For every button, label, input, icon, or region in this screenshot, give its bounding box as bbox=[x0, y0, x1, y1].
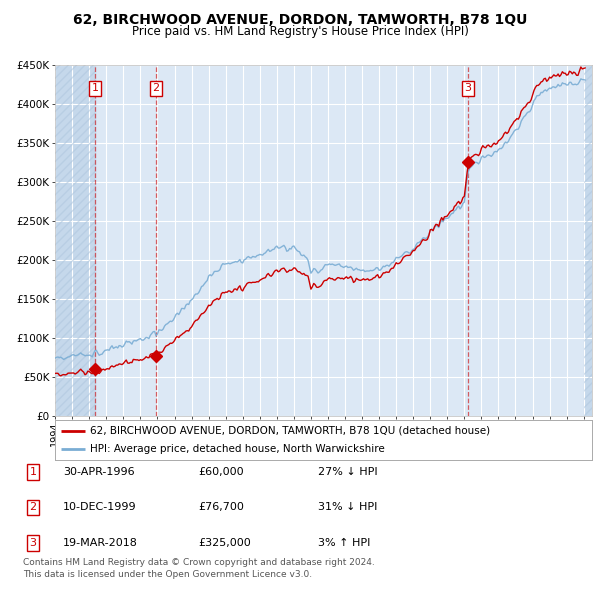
Text: This data is licensed under the Open Government Licence v3.0.: This data is licensed under the Open Gov… bbox=[23, 570, 312, 579]
Text: 27% ↓ HPI: 27% ↓ HPI bbox=[318, 467, 377, 477]
Text: 2: 2 bbox=[152, 83, 160, 93]
Text: 62, BIRCHWOOD AVENUE, DORDON, TAMWORTH, B78 1QU: 62, BIRCHWOOD AVENUE, DORDON, TAMWORTH, … bbox=[73, 13, 527, 27]
Text: £325,000: £325,000 bbox=[198, 538, 251, 548]
Text: £60,000: £60,000 bbox=[198, 467, 244, 477]
Text: 3% ↑ HPI: 3% ↑ HPI bbox=[318, 538, 370, 548]
Text: 1: 1 bbox=[91, 83, 98, 93]
Text: 10-DEC-1999: 10-DEC-1999 bbox=[63, 503, 137, 512]
Text: 3: 3 bbox=[464, 83, 472, 93]
Text: 30-APR-1996: 30-APR-1996 bbox=[63, 467, 134, 477]
Text: HPI: Average price, detached house, North Warwickshire: HPI: Average price, detached house, Nort… bbox=[90, 444, 385, 454]
Text: 2: 2 bbox=[29, 503, 37, 512]
Bar bbox=[55, 65, 95, 416]
Text: 19-MAR-2018: 19-MAR-2018 bbox=[63, 538, 138, 548]
Text: Contains HM Land Registry data © Crown copyright and database right 2024.: Contains HM Land Registry data © Crown c… bbox=[23, 558, 374, 567]
Bar bbox=[584, 65, 592, 416]
Text: £76,700: £76,700 bbox=[198, 503, 244, 512]
Bar bbox=[584, 65, 592, 416]
Text: 62, BIRCHWOOD AVENUE, DORDON, TAMWORTH, B78 1QU (detached house): 62, BIRCHWOOD AVENUE, DORDON, TAMWORTH, … bbox=[90, 426, 490, 436]
Text: Price paid vs. HM Land Registry's House Price Index (HPI): Price paid vs. HM Land Registry's House … bbox=[131, 25, 469, 38]
Bar bbox=[55, 65, 95, 416]
Text: 31% ↓ HPI: 31% ↓ HPI bbox=[318, 503, 377, 512]
Text: 3: 3 bbox=[29, 538, 37, 548]
Text: 1: 1 bbox=[29, 467, 37, 477]
